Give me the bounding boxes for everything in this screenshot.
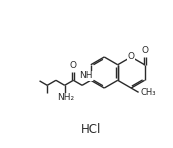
Text: HCl: HCl: [81, 123, 101, 136]
Text: O: O: [141, 46, 148, 55]
Text: CH₃: CH₃: [140, 88, 156, 97]
Text: O: O: [128, 52, 135, 61]
Text: NH₂: NH₂: [57, 94, 74, 102]
Text: NH: NH: [79, 71, 92, 80]
Text: O: O: [70, 61, 77, 70]
